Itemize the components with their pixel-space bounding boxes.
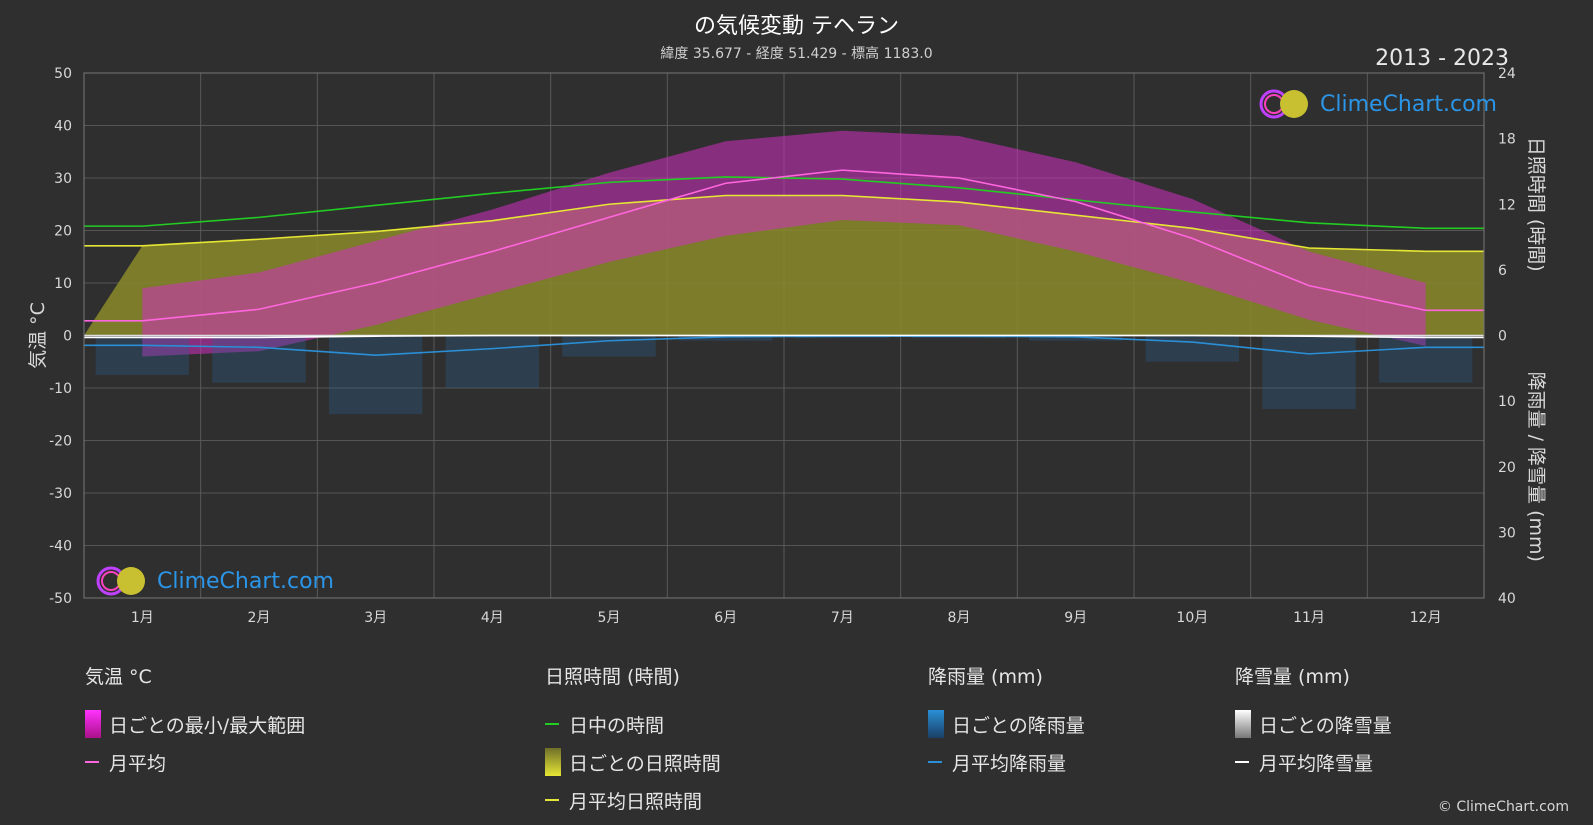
series-line <box>84 176 1484 230</box>
y3-tick-label: 20 <box>1498 460 1516 476</box>
legend-sunshine: 日照時間 (時間) 日中の時間 日ごとの日照時間 月平均日照時間 <box>545 662 721 819</box>
snow-swatch-icon <box>1235 710 1251 738</box>
legend-label: 日ごとの日照時間 <box>569 752 721 775</box>
x-tick-label: 1月 <box>131 610 154 626</box>
y-tick-label: -10 <box>49 381 72 397</box>
y3-tick-label: 30 <box>1498 525 1516 541</box>
copyright: © ClimeChart.com <box>1437 799 1569 815</box>
y2-tick-label: 24 <box>1498 66 1516 82</box>
legend-item: 日ごとの最小/最大範囲 <box>85 705 305 743</box>
legend-temperature: 気温 °C 日ごとの最小/最大範囲 月平均 <box>85 662 305 781</box>
y-tick-label: -50 <box>49 591 72 607</box>
y2-axis-label: 日照時間 (時間) <box>1525 137 1547 272</box>
series-line <box>84 335 1484 356</box>
legend-label: 月平均日照時間 <box>569 790 703 813</box>
legend-label: 日中の時間 <box>569 714 665 737</box>
y2-tick-label: 0 <box>1498 329 1507 345</box>
logo-text: ClimeChart.com <box>1320 91 1497 117</box>
legend-item: 月平均降雨量 <box>928 743 1085 781</box>
plot-border <box>83 72 1485 599</box>
y-axis-label: 気温 °C <box>27 302 49 369</box>
line-swatch-icon <box>85 761 99 763</box>
climate-chart: 50 40 30 20 10 0 -10 -20 -30 -40 -50 24 18 12 6 0 10 20 30… <box>27 66 1547 626</box>
x-tick-label: 12月 <box>1410 610 1442 626</box>
y-tick-label: -20 <box>49 434 72 450</box>
daily-rain-bar <box>562 335 656 357</box>
series-line <box>84 334 1484 339</box>
logo-text: ClimeChart.com <box>157 568 334 594</box>
sunshine-swatch-icon <box>545 748 561 776</box>
series-line <box>84 169 1484 322</box>
y2-tick-label: 18 <box>1498 132 1516 148</box>
series-line <box>84 194 1484 253</box>
x-tick-label: 6月 <box>714 610 737 626</box>
legend-snow: 降雪量 (mm) 日ごとの降雪量 月平均降雪量 <box>1235 662 1392 781</box>
legend-item: 月平均降雪量 <box>1235 743 1392 781</box>
chart-subtitle: 緯度 35.677 - 経度 51.429 - 標高 1183.0 <box>660 46 933 62</box>
y-tick-label: 10 <box>54 276 72 292</box>
y-tick-label: 0 <box>63 329 72 345</box>
y3-axis-label: 降雨量 / 降雪量 (mm) <box>1525 372 1547 562</box>
y3-tick-label: 40 <box>1498 591 1516 607</box>
legend-label: 月平均降雨量 <box>952 752 1067 775</box>
logo-icon <box>1259 89 1308 119</box>
line-swatch-icon <box>545 799 559 801</box>
line-swatch-icon <box>545 723 559 725</box>
legend-item: 日中の時間 <box>545 705 721 743</box>
y-tick-label: -40 <box>49 539 72 555</box>
legend-label: 月平均降雪量 <box>1259 752 1374 775</box>
legend-item: 日ごとの日照時間 <box>545 743 721 781</box>
legend-head: 日照時間 (時間) <box>545 666 680 688</box>
rain-swatch-icon <box>928 710 944 738</box>
legend-head: 気温 °C <box>85 666 152 688</box>
y-tick-label: 40 <box>54 119 72 135</box>
y2-tick-label: 12 <box>1498 197 1516 213</box>
legend-head: 降雪量 (mm) <box>1235 666 1350 688</box>
x-tick-label: 3月 <box>364 610 387 626</box>
range-swatch-icon <box>85 710 101 738</box>
daily-rain-bar <box>212 335 306 383</box>
x-tick-label: 2月 <box>248 610 271 626</box>
temperature-range-band <box>142 130 1426 357</box>
daily-rain-bar <box>1262 335 1356 409</box>
daily-rain-bar <box>1145 335 1239 362</box>
y-tick-label: 30 <box>54 171 72 187</box>
line-swatch-icon <box>1235 761 1249 763</box>
y3-tick-label: 10 <box>1498 394 1516 410</box>
y-tick-label: 20 <box>54 224 72 240</box>
legend-head: 降雨量 (mm) <box>928 666 1043 688</box>
page-title: の気候変動 テヘラン <box>694 14 899 39</box>
daily-rain-bar <box>95 335 189 375</box>
x-tick-label: 5月 <box>598 610 621 626</box>
legend-label: 日ごとの最小/最大範囲 <box>109 714 306 737</box>
y2-tick-label: 6 <box>1498 263 1507 279</box>
legend-item: 日ごとの降雪量 <box>1235 705 1392 743</box>
daily-rain-bar <box>329 335 423 415</box>
legend-label: 月平均 <box>109 752 167 775</box>
line-swatch-icon <box>928 761 942 763</box>
x-tick-label: 4月 <box>481 610 504 626</box>
logo-icon <box>96 566 145 596</box>
period-label: 2013 - 2023 <box>1375 46 1509 71</box>
y-tick-label: -30 <box>49 486 72 502</box>
legend-rain: 降雨量 (mm) 日ごとの降雨量 月平均降雨量 <box>928 662 1085 781</box>
legend-item: 月平均日照時間 <box>545 781 721 819</box>
x-tick-label: 9月 <box>1064 610 1087 626</box>
x-tick-label: 8月 <box>948 610 971 626</box>
x-tick-label: 10月 <box>1176 610 1208 626</box>
legend-label: 日ごとの降雪量 <box>1259 714 1392 737</box>
legend-label: 日ごとの降雨量 <box>952 714 1085 737</box>
x-tick-label: 7月 <box>831 610 854 626</box>
logo-bottom[interactable]: ClimeChart.com <box>95 565 334 597</box>
x-tick-label: 11月 <box>1293 610 1325 626</box>
daily-rain-bar <box>679 335 773 341</box>
daily-rain-bar <box>445 335 539 388</box>
daily-rain-bar <box>1379 335 1473 383</box>
logo-top[interactable]: ClimeChart.com <box>1258 88 1497 120</box>
y-tick-label: 50 <box>54 66 72 82</box>
daily-rain-bar <box>1029 335 1123 341</box>
legend-item: 日ごとの降雨量 <box>928 705 1085 743</box>
legend-item: 月平均 <box>85 743 305 781</box>
